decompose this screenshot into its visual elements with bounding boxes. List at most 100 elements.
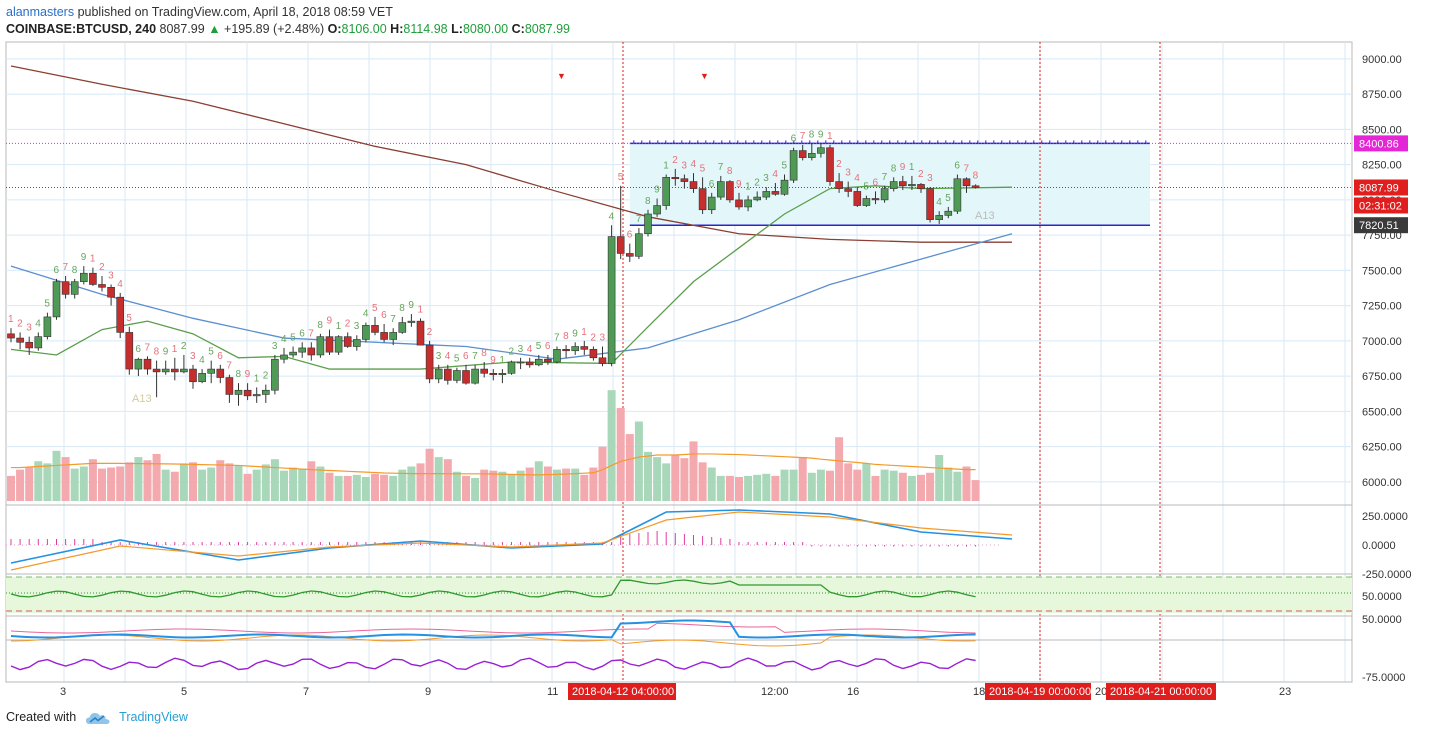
- price-change: +195.89 (+2.48%): [224, 22, 325, 36]
- sequential-count-label: 7: [63, 262, 69, 273]
- sequential-setup-label: A13: [132, 393, 152, 405]
- candle-body: [252, 394, 261, 397]
- footer: Created with TradingView: [6, 710, 188, 725]
- time-highlight-bg: [985, 683, 1091, 700]
- volume-bar: [43, 463, 52, 501]
- sequential-count-label: 3: [26, 323, 32, 334]
- candle-body: [380, 332, 388, 340]
- candle-body: [826, 147, 834, 182]
- candle-body: [607, 236, 616, 364]
- candle-body: [516, 361, 525, 364]
- candle-body: [180, 368, 188, 373]
- candle-body: [480, 368, 489, 374]
- sequential-count-label: 7: [226, 361, 232, 372]
- candle-body: [316, 336, 325, 356]
- time-highlight-bg: [1106, 683, 1216, 700]
- publish-line: alanmasters published on TradingView.com…: [6, 4, 1006, 21]
- volume-bar: [644, 451, 652, 501]
- candle-body: [553, 349, 561, 363]
- volume-bar: [498, 471, 507, 501]
- sequential-count-label: 7: [882, 172, 888, 183]
- volume-bar: [580, 474, 589, 501]
- candle-body: [853, 191, 862, 206]
- candle-body: [125, 332, 134, 370]
- sequential-count-label: 1: [172, 344, 178, 355]
- support-price-label-bg: [1354, 217, 1408, 234]
- volume-bar: [462, 475, 470, 501]
- last-price-label-bg: [1354, 179, 1408, 196]
- sequential-count-label: 2: [345, 318, 351, 329]
- candle-body: [362, 325, 370, 340]
- volume-bar: [853, 469, 862, 501]
- sequential-count-label: 7: [554, 333, 560, 344]
- sequential-count-label: 9: [163, 347, 169, 358]
- sequential-count-label: 7: [472, 351, 478, 362]
- sequential-count-label: 8: [645, 196, 651, 207]
- candle-body: [398, 322, 407, 333]
- candle-body: [862, 198, 871, 206]
- sequential-count-label: 1: [663, 161, 669, 172]
- sequential-count-label: 5: [290, 333, 296, 344]
- sequential-count-label: 6: [954, 161, 960, 172]
- candle-body: [7, 333, 15, 339]
- sequential-count-label: 1: [909, 162, 915, 173]
- candle-body: [616, 236, 625, 254]
- sequential-count-label: 5: [618, 172, 624, 183]
- volume-bar: [807, 472, 816, 501]
- price-tick-label: 7250.00: [1362, 301, 1402, 313]
- volume-bar: [917, 474, 925, 501]
- sequential-count-label: 8: [236, 369, 242, 380]
- sequential-count-label: 7: [964, 163, 970, 174]
- candle-body: [789, 150, 798, 181]
- candle-body: [844, 188, 853, 192]
- sequential-count-label: 5: [782, 161, 788, 172]
- author-link[interactable]: alanmasters: [6, 5, 75, 19]
- sequential-count-label: 7: [800, 131, 806, 142]
- price-chart[interactable]: 9000.008750.008500.008250.008000.007750.…: [0, 0, 1438, 705]
- sequential-count-label: 2: [754, 177, 760, 188]
- candle-body: [425, 344, 434, 380]
- candle-body: [917, 184, 925, 189]
- candle-body: [243, 389, 252, 397]
- volume-bar: [143, 460, 152, 501]
- candle-body: [307, 347, 316, 356]
- candle-body: [653, 205, 661, 215]
- candle-body: [807, 153, 816, 158]
- volume-bar: [216, 460, 225, 501]
- candle-body: [271, 358, 279, 391]
- sequential-count-label: 8: [809, 130, 815, 141]
- candle-body: [171, 368, 179, 373]
- volume-bar: [944, 467, 953, 501]
- volume-bar: [889, 470, 898, 501]
- sequential-count-label: 4: [527, 344, 533, 355]
- volume-bar: [270, 459, 279, 501]
- volume-bar: [198, 469, 207, 501]
- volume-bar: [762, 473, 771, 501]
- candle-body: [671, 177, 680, 180]
- volume-bar: [325, 472, 334, 501]
- candle-body: [152, 368, 161, 373]
- candle-body: [234, 389, 243, 395]
- time-tick-label: 20: [1095, 686, 1107, 698]
- support-price-label: 7820.51: [1359, 220, 1399, 232]
- sequential-count-label: 7: [308, 328, 314, 339]
- volume-bar: [926, 472, 935, 501]
- volume-bar: [425, 448, 434, 501]
- volume-bar: [680, 458, 689, 501]
- sequential-count-label: 3: [600, 333, 606, 344]
- brand-link[interactable]: TradingView: [119, 710, 188, 724]
- volume-bar: [598, 446, 607, 501]
- sequential-count-label: 8: [891, 163, 897, 174]
- tradingview-cloud-icon[interactable]: [85, 711, 110, 725]
- sequential-count-label: 9: [736, 179, 742, 190]
- sequential-count-label: 3: [681, 161, 687, 172]
- candle-body: [216, 368, 225, 378]
- volume-bar: [735, 476, 743, 501]
- volume-bar: [607, 390, 616, 501]
- volume-bar: [571, 468, 580, 501]
- ohlc-line: COINBASE:BTCUSD, 240 8087.99 ▲ +195.89 (…: [6, 21, 1006, 38]
- low-label: L:: [451, 22, 463, 36]
- volume-bar: [662, 463, 671, 501]
- price-tick-label: 6250.00: [1362, 442, 1402, 454]
- candle-body: [580, 346, 589, 350]
